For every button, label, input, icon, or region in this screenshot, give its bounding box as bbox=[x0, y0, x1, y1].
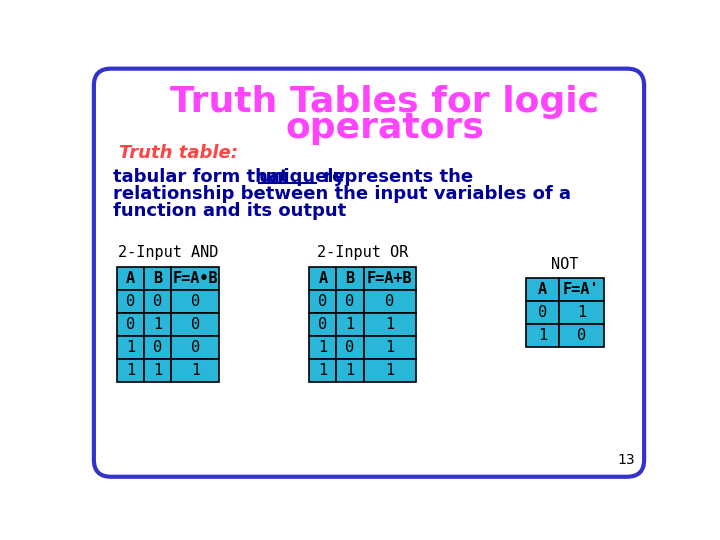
Text: F=A': F=A' bbox=[563, 282, 600, 297]
Text: 1: 1 bbox=[318, 340, 328, 355]
Text: 1: 1 bbox=[126, 363, 135, 378]
Bar bbox=[364, 359, 416, 382]
Bar bbox=[171, 336, 220, 359]
Bar bbox=[336, 359, 364, 382]
Bar bbox=[364, 336, 416, 359]
Bar bbox=[559, 278, 604, 301]
Text: B: B bbox=[346, 271, 354, 286]
Bar bbox=[364, 289, 416, 313]
Bar bbox=[144, 336, 171, 359]
Bar bbox=[171, 313, 220, 336]
Text: 0: 0 bbox=[577, 328, 586, 343]
Bar bbox=[364, 267, 416, 289]
Bar bbox=[526, 325, 559, 347]
Text: B: B bbox=[153, 271, 163, 286]
Text: A: A bbox=[126, 271, 135, 286]
Bar bbox=[559, 301, 604, 325]
Text: 1: 1 bbox=[126, 340, 135, 355]
Text: 1: 1 bbox=[153, 363, 163, 378]
Bar bbox=[117, 359, 144, 382]
Text: 1: 1 bbox=[191, 363, 200, 378]
Text: 13: 13 bbox=[617, 453, 635, 467]
Text: 0: 0 bbox=[346, 340, 354, 355]
Bar bbox=[171, 289, 220, 313]
Text: 2-Input OR: 2-Input OR bbox=[318, 245, 408, 260]
Bar bbox=[310, 267, 336, 289]
Text: Truth table:: Truth table: bbox=[120, 144, 238, 163]
Bar bbox=[117, 289, 144, 313]
Text: Truth Tables for logic: Truth Tables for logic bbox=[170, 85, 599, 119]
Text: 1: 1 bbox=[385, 317, 395, 332]
Bar bbox=[310, 336, 336, 359]
Text: 0: 0 bbox=[385, 294, 395, 309]
Text: 0: 0 bbox=[153, 340, 163, 355]
Bar bbox=[144, 359, 171, 382]
Bar bbox=[364, 313, 416, 336]
Text: 0: 0 bbox=[126, 317, 135, 332]
Text: 0: 0 bbox=[191, 294, 200, 309]
Text: A: A bbox=[538, 282, 547, 297]
Text: 0: 0 bbox=[318, 317, 328, 332]
Text: 1: 1 bbox=[385, 363, 395, 378]
Bar bbox=[336, 336, 364, 359]
Bar bbox=[171, 359, 220, 382]
Text: represents the: represents the bbox=[317, 168, 473, 186]
Text: 0: 0 bbox=[538, 305, 547, 320]
Text: 0: 0 bbox=[191, 340, 200, 355]
Text: 1: 1 bbox=[538, 328, 547, 343]
Text: 1: 1 bbox=[385, 340, 395, 355]
Text: operators: operators bbox=[285, 111, 484, 145]
Bar bbox=[310, 289, 336, 313]
Text: tabular form that: tabular form that bbox=[113, 168, 295, 186]
Bar bbox=[526, 278, 559, 301]
Bar bbox=[144, 313, 171, 336]
Bar bbox=[336, 289, 364, 313]
Text: 0: 0 bbox=[126, 294, 135, 309]
Bar bbox=[171, 267, 220, 289]
Text: 1: 1 bbox=[153, 317, 163, 332]
Text: 1: 1 bbox=[318, 363, 328, 378]
Bar bbox=[526, 301, 559, 325]
Bar bbox=[559, 325, 604, 347]
Text: 0: 0 bbox=[318, 294, 328, 309]
Bar bbox=[117, 267, 144, 289]
Bar bbox=[117, 313, 144, 336]
Text: F=A•B: F=A•B bbox=[173, 271, 218, 286]
Text: 0: 0 bbox=[191, 317, 200, 332]
Bar bbox=[336, 313, 364, 336]
Bar bbox=[310, 359, 336, 382]
Text: function and its output: function and its output bbox=[113, 202, 346, 220]
Text: NOT: NOT bbox=[552, 256, 579, 272]
Text: 1: 1 bbox=[346, 363, 354, 378]
Text: 0: 0 bbox=[346, 294, 354, 309]
Text: uniquely: uniquely bbox=[259, 168, 346, 186]
Bar bbox=[144, 267, 171, 289]
Bar bbox=[117, 336, 144, 359]
Bar bbox=[310, 313, 336, 336]
Text: F=A+B: F=A+B bbox=[367, 271, 413, 286]
FancyBboxPatch shape bbox=[94, 69, 644, 477]
Text: A: A bbox=[318, 271, 328, 286]
Text: 1: 1 bbox=[346, 317, 354, 332]
Text: 2-Input AND: 2-Input AND bbox=[118, 245, 218, 260]
Bar bbox=[336, 267, 364, 289]
Text: 1: 1 bbox=[577, 305, 586, 320]
Bar bbox=[144, 289, 171, 313]
Text: 0: 0 bbox=[153, 294, 163, 309]
Text: relationship between the input variables of a: relationship between the input variables… bbox=[113, 185, 571, 203]
